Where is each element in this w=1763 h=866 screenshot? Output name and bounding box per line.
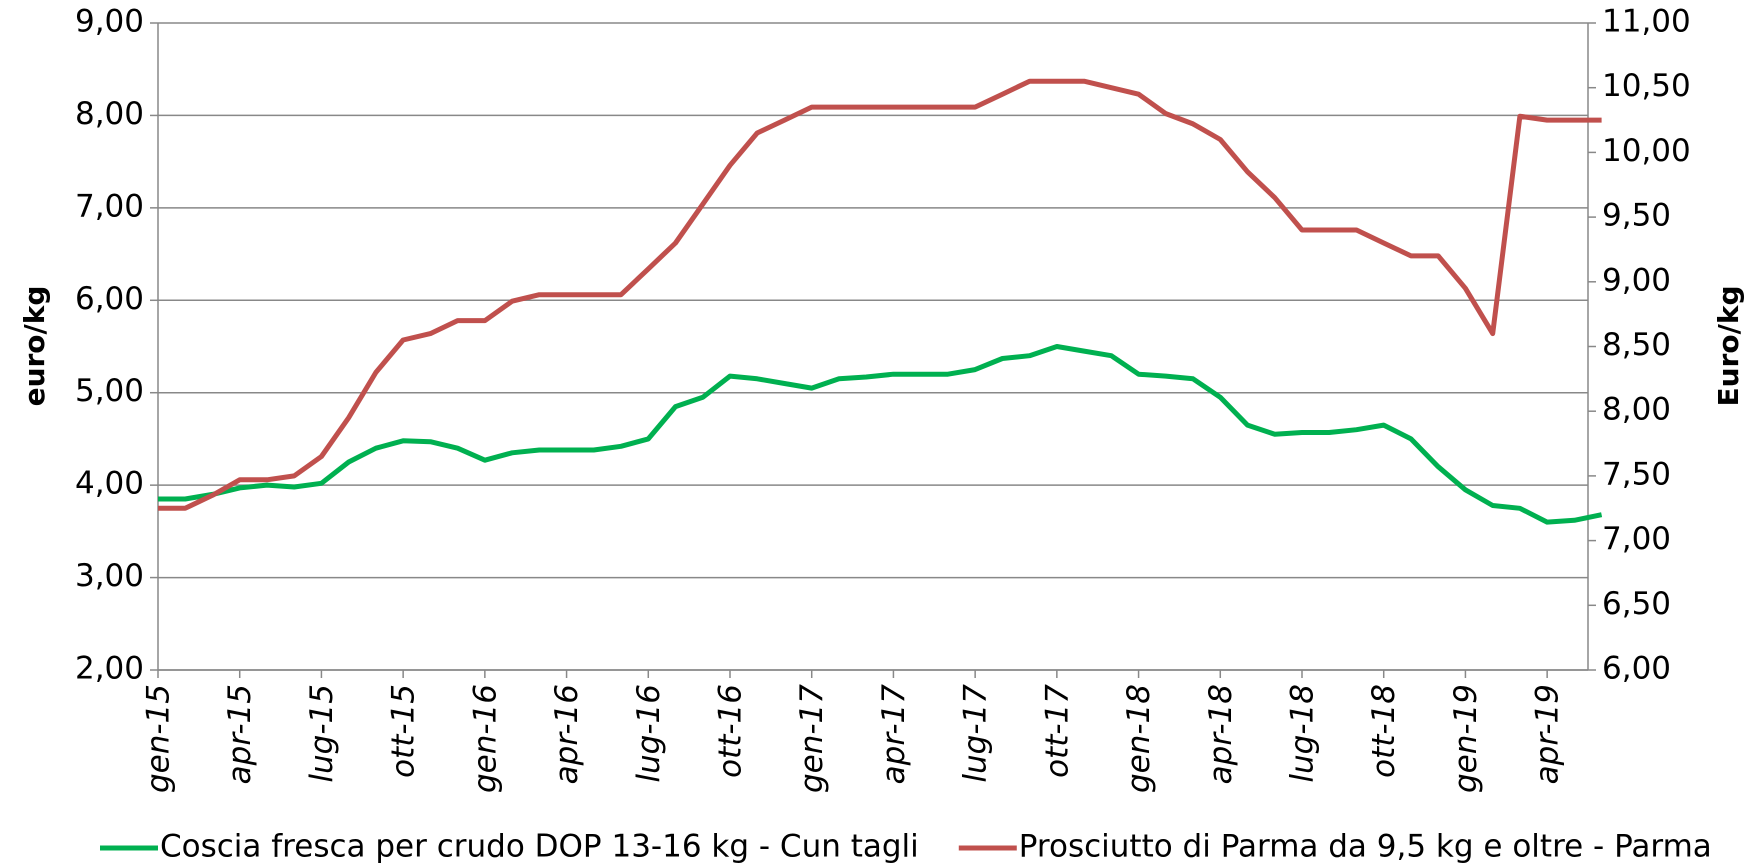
y-tick-label: 7,00 — [75, 188, 144, 224]
x-tick-label: apr-17 — [876, 684, 912, 785]
x-tick-label: ott-18 — [1366, 684, 1402, 778]
y-tick-label: 9,00 — [75, 4, 144, 40]
y2-tick-label: 7,00 — [1602, 521, 1671, 557]
y2-tick-label: 8,50 — [1602, 327, 1671, 363]
y-tick-label: 3,00 — [75, 558, 144, 594]
x-tick-label: gen-18 — [1121, 684, 1157, 793]
y-tick-label: 5,00 — [75, 373, 144, 409]
y-axis-title: euro/kg — [18, 286, 51, 407]
x-tick-label: apr-18 — [1203, 684, 1239, 784]
x-tick-label: apr-15 — [222, 684, 258, 784]
y2-tick-label: 7,50 — [1602, 456, 1671, 492]
y-tick-label: 6,00 — [75, 281, 144, 317]
series-line — [158, 344, 1603, 525]
y-tick-label: 8,00 — [75, 96, 144, 132]
legend-label: Prosciutto di Parma da 9,5 kg e oltre - … — [1019, 829, 1712, 865]
x-tick-label: gen-16 — [467, 684, 503, 793]
y2-axis-title: Euro/kg — [1712, 286, 1745, 407]
x-tick-label: lug-17 — [958, 684, 994, 783]
x-tick-label: gen-15 — [141, 684, 177, 793]
y2-tick-label: 8,00 — [1602, 392, 1671, 428]
y-tick-label: 4,00 — [75, 466, 144, 502]
x-tick-label: gen-19 — [1448, 684, 1484, 793]
y2-tick-label: 9,50 — [1602, 198, 1671, 234]
legend-label: Coscia fresca per crudo DOP 13-16 kg - C… — [160, 829, 919, 865]
x-tick-label: apr-16 — [549, 684, 585, 784]
x-tick-label: lug-18 — [1285, 684, 1321, 783]
x-tick-label: apr-19 — [1530, 684, 1566, 784]
y2-tick-label: 9,00 — [1602, 262, 1671, 298]
y-tick-label: 2,00 — [75, 651, 144, 687]
x-tick-label: ott-16 — [713, 684, 749, 778]
x-tick-label: lug-15 — [304, 684, 340, 783]
y2-tick-label: 11,00 — [1602, 4, 1691, 40]
x-tick-label: ott-15 — [386, 684, 422, 778]
y2-tick-label: 6,50 — [1602, 586, 1671, 622]
x-tick-label: lug-16 — [631, 684, 667, 783]
x-tick-label: gen-17 — [794, 684, 830, 793]
y2-tick-label: 6,00 — [1602, 651, 1671, 687]
x-tick-label: ott-17 — [1039, 684, 1075, 778]
y2-tick-label: 10,00 — [1602, 133, 1691, 169]
y2-tick-label: 10,50 — [1602, 68, 1691, 104]
series-line — [158, 78, 1602, 511]
